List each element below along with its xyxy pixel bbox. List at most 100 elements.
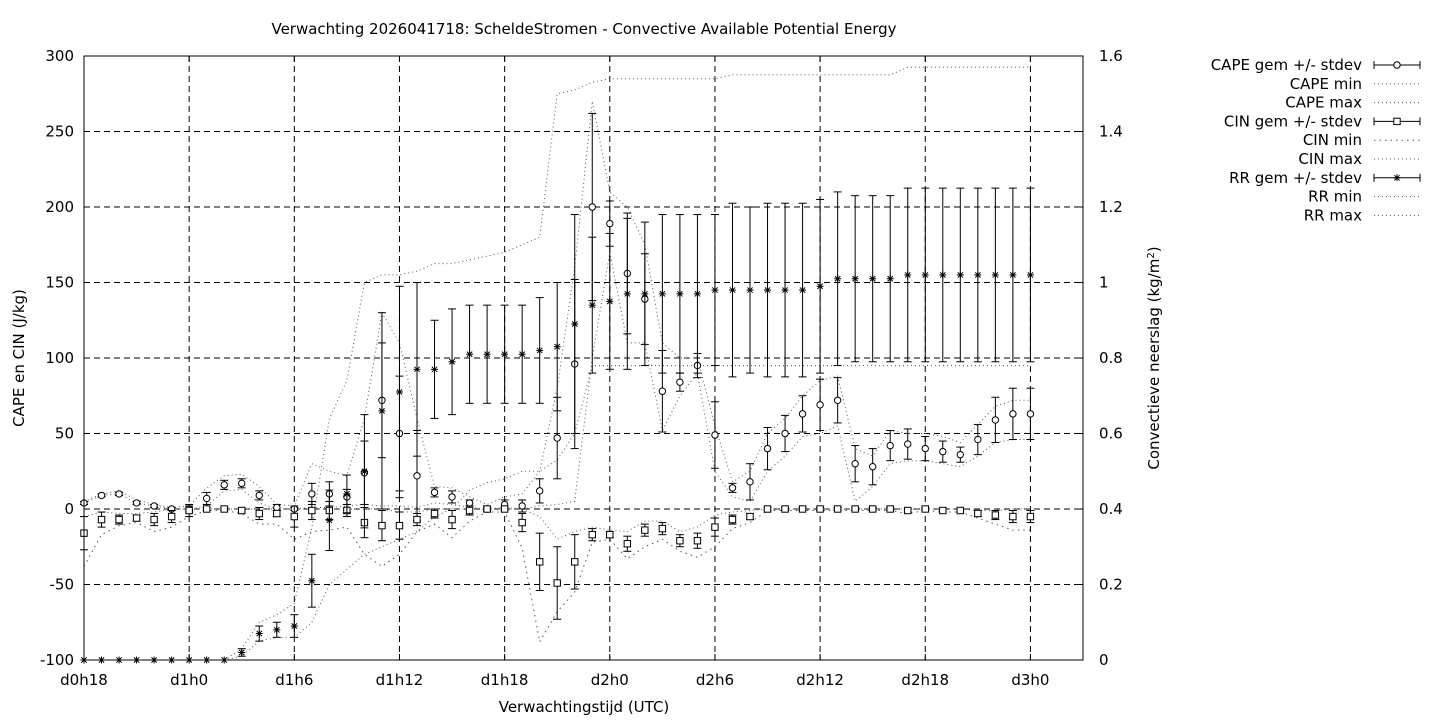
legend-label: CAPE min: [1290, 75, 1362, 93]
rr-mean-point: [536, 346, 544, 354]
rr-mean-point: [711, 286, 719, 294]
y2-tick-label: 1.2: [1099, 198, 1123, 216]
y2-tick-label: 0.8: [1099, 349, 1123, 367]
cape-mean-point: [150, 502, 158, 510]
rr-mean-point: [413, 365, 421, 373]
star-stroke: [992, 271, 999, 278]
y-tick-label: 300: [45, 47, 74, 65]
cape-mean-point: [238, 479, 246, 488]
star-stroke: [571, 321, 578, 328]
cape-mean-point: [115, 490, 123, 498]
legend-marker: [1393, 117, 1401, 126]
star-stroke: [308, 577, 315, 584]
star-stroke: [711, 287, 718, 294]
cin-mean-point: [500, 505, 509, 513]
y-tick-label: 100: [45, 349, 74, 367]
star-stroke: [396, 388, 403, 395]
cin-mean-point: [904, 506, 912, 515]
rr-mean-point: [273, 626, 281, 634]
star-stroke: [256, 630, 263, 637]
cape-mean-point: [430, 488, 439, 497]
y2-tick-label: 0.2: [1099, 576, 1123, 594]
plot-frame: [83, 55, 1084, 661]
cape-mean-point: [255, 491, 263, 500]
cape-mean-point: [202, 494, 211, 503]
cin-mean-point: [693, 537, 702, 545]
rr-mean-point: [799, 286, 807, 294]
star-stroke: [939, 271, 946, 278]
x-tick-label: d2h0: [591, 671, 629, 689]
y-tick-label: -100: [40, 651, 74, 669]
cape-mean-point: [413, 472, 421, 480]
cape-mean-point: [746, 478, 754, 486]
star-stroke: [501, 351, 508, 358]
y-tick-label: 150: [45, 274, 74, 292]
rr-mean-point: [746, 286, 754, 294]
star-stroke: [659, 290, 666, 297]
cin-mean-point: [202, 505, 211, 513]
cin-mean-point: [658, 524, 667, 533]
rr-mean-point: [395, 388, 403, 396]
cin-mean-point: [623, 540, 632, 548]
rr-mean-point: [904, 271, 912, 279]
cape-mean-point: [816, 401, 824, 409]
cape-mean-point: [676, 378, 684, 386]
cin-mean-point: [588, 530, 596, 539]
star-stroke: [764, 287, 771, 294]
rr-max-line: [84, 66, 1031, 661]
y-tick-label: 250: [45, 123, 74, 141]
cape-mean-point: [974, 435, 982, 444]
cin-mean-point: [290, 512, 299, 521]
star-stroke: [238, 649, 245, 656]
cin-mean-point: [728, 515, 737, 524]
grid: [84, 56, 1083, 660]
cin-mean-point: [781, 505, 789, 513]
rr-mean-point: [588, 301, 596, 309]
x-tick-label: d1h6: [275, 671, 313, 689]
rr-mean-point: [974, 271, 982, 279]
rr-mean-point: [693, 290, 701, 298]
cin-mean-point: [395, 521, 404, 530]
rr-mean-point: [658, 290, 666, 298]
star-stroke: [974, 271, 981, 278]
rr-mean-point: [641, 290, 649, 298]
cape-mean-point: [1009, 410, 1017, 418]
cin-mean-point: [413, 515, 421, 524]
cin-mean-point: [448, 515, 456, 524]
rr-mean-point: [851, 275, 859, 283]
cin-mean-point: [641, 526, 649, 534]
rr-mean-point: [676, 290, 684, 298]
cin-mean-point: [711, 523, 719, 531]
cin-mean-point: [535, 558, 544, 566]
cin-mean-point: [763, 505, 772, 513]
cape-mean-point: [606, 219, 614, 228]
y2-tick-label: 1.6: [1099, 47, 1123, 65]
cape-mean-point: [588, 203, 596, 211]
cape-mean-point: [448, 493, 456, 501]
cin-mean-point: [185, 506, 193, 515]
rr-mean-point: [255, 630, 263, 638]
x-tick-label: d3h0: [1011, 671, 1049, 689]
cin-mean-point: [273, 509, 281, 518]
rr-mean-point: [816, 282, 824, 290]
star-stroke: [378, 407, 385, 414]
rr-mean-point: [939, 271, 947, 279]
cape-mean-point: [991, 416, 1000, 424]
cin-mean-point: [1026, 512, 1035, 521]
rr-mean-point: [378, 407, 386, 415]
y2-axis-label-superscript: 2: [1146, 252, 1157, 258]
legend-label: CIN gem +/- stdev: [1224, 112, 1362, 130]
cin-mean-point: [220, 505, 228, 513]
rr-mean-point: [728, 286, 736, 294]
y2-tick-label: 0: [1099, 651, 1109, 669]
cin-mean-point: [991, 511, 1000, 519]
cin-mean-point: [746, 512, 754, 521]
rr-mean-point: [606, 297, 614, 305]
x-tick-label: d0h18: [60, 671, 108, 689]
y2-axis-label-prefix: Convectieve neerslag (kg/m: [1145, 259, 1163, 470]
cape-mean-point: [833, 396, 842, 404]
star-stroke: [957, 271, 964, 278]
rr-mean-point: [325, 516, 333, 524]
